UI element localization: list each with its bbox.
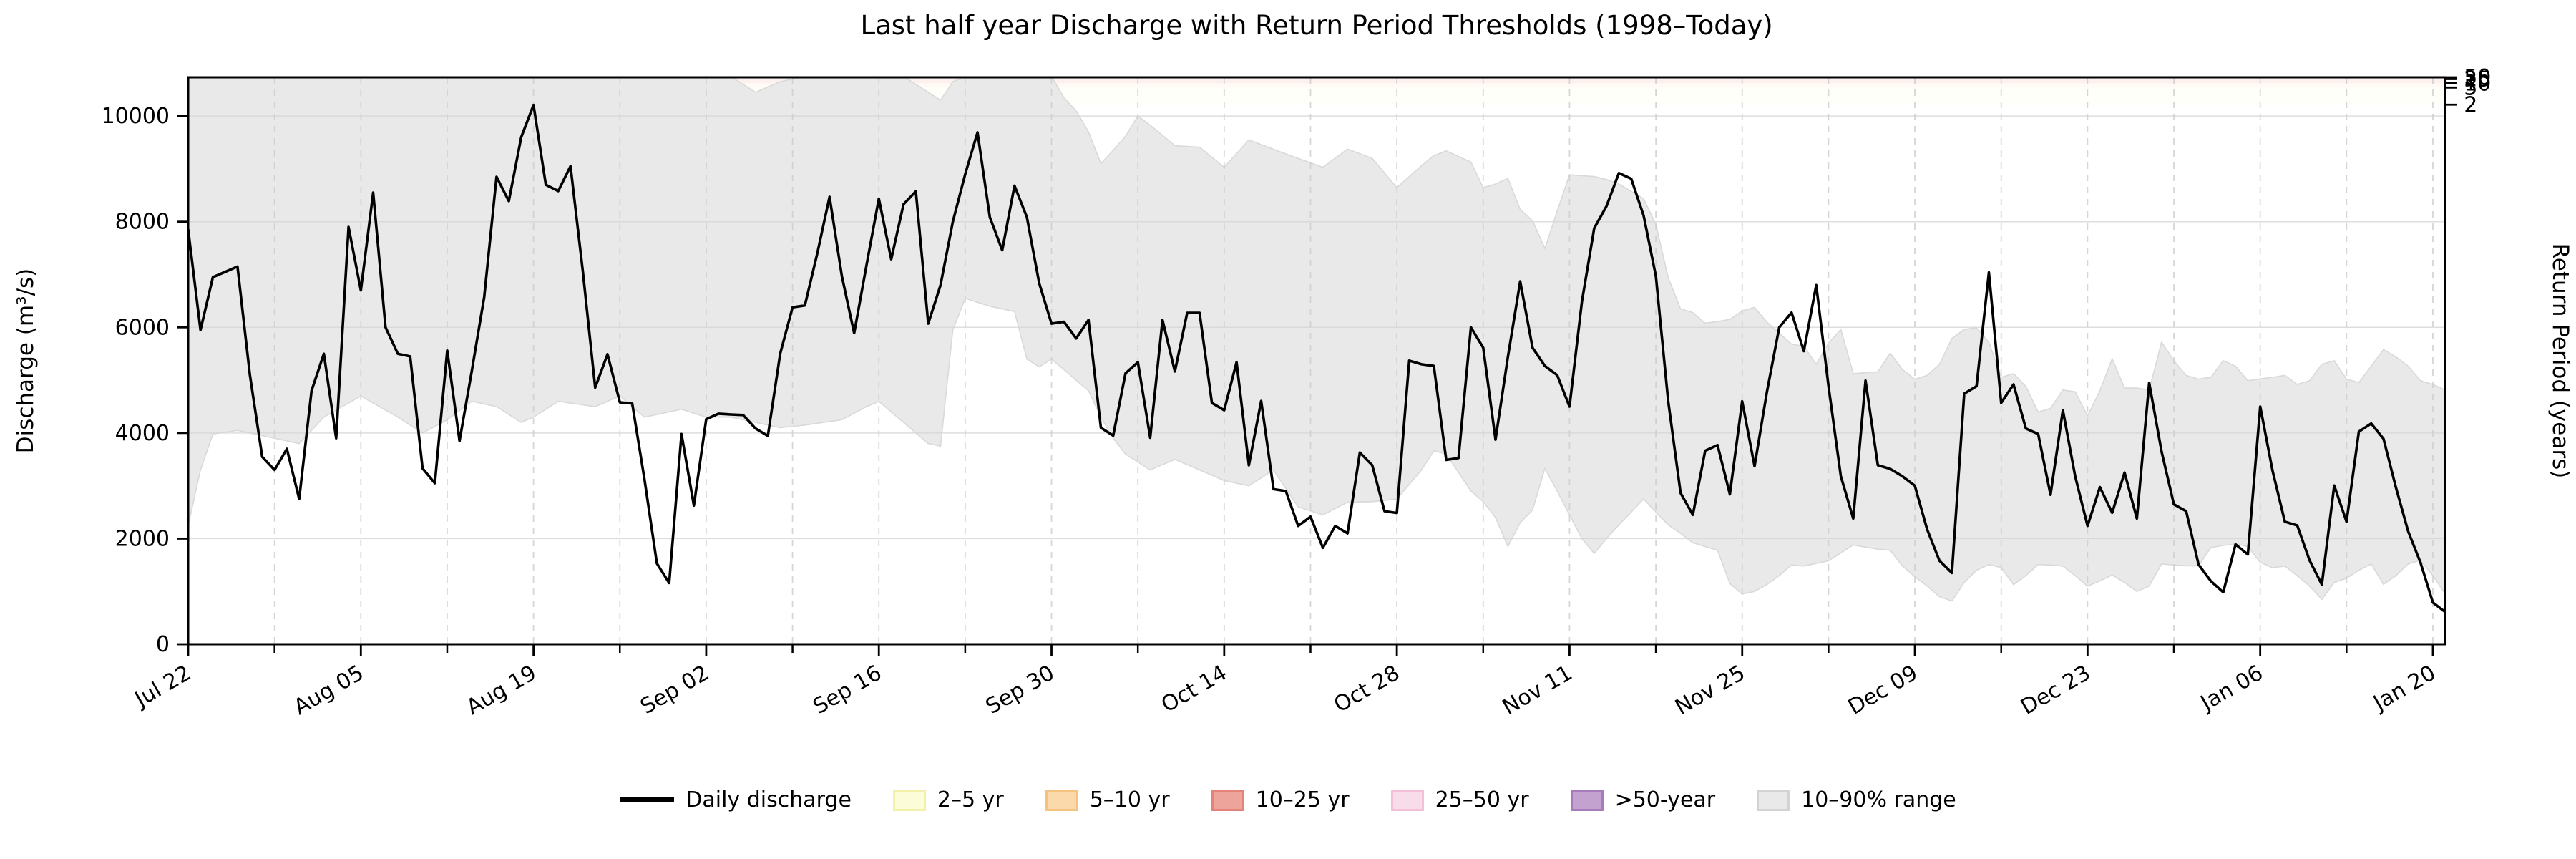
percentile-band-10-90 [188,77,2446,602]
legend-item: Daily discharge [620,787,852,812]
x-tick-label: Sep 16 [809,661,886,719]
x-tick-label: Oct 14 [1157,661,1231,718]
x-tick-label: Sep 30 [982,661,1059,719]
x-tick-label: Aug 05 [290,661,369,720]
x-axis-ticks: Jul 22 Aug 05 Aug 19 Sep 02 Sep 16 Sep 30 Oct … [130,644,2440,720]
x-tick-label: Oct 28 [1330,661,1404,718]
plot-spines [187,76,2446,646]
right-tick-label: 50 [2464,65,2491,90]
legend-label: 5–10 yr [1089,787,1170,812]
legend-item: >50-year [1570,787,1716,812]
legend-label: >50-year [1614,787,1716,812]
y-axis-label: Discharge (m³/s) [13,268,39,454]
x-tick-label: Dec 09 [1844,661,1922,720]
legend-item: 5–10 yr [1045,787,1170,812]
right-tick-label: 5 [2464,75,2477,100]
legend-swatch [892,789,926,811]
legend-label: 2–5 yr [937,787,1004,812]
threshold-strip [188,79,2446,84]
x-tick-label: Nov 11 [1498,661,1577,720]
chart-legend: Daily discharge 2–5 yr 5–10 yr 10–25 yr 25–5… [0,787,2576,812]
x-tick-label: Jan 06 [2195,661,2268,717]
legend-item: 10–25 yr [1211,787,1350,812]
legend-swatch [1211,789,1244,811]
right-tick-label: 25 [2464,67,2491,92]
x-tick-label: Jul 22 [130,661,195,713]
x-tick-label: Nov 25 [1671,661,1750,720]
threshold-strip [188,83,2446,88]
x-tick-label: Aug 19 [462,661,541,720]
gridlines [188,77,2446,644]
legend-line-sample [620,797,675,802]
right-tick-label: 2 [2464,92,2477,117]
y-axis-ticks: 0 2000 4000 6000 8000 10000 [102,104,188,657]
y-tick-label: 8000 [115,210,170,235]
x-tick-label: Sep 02 [636,661,713,719]
daily-discharge-line [188,103,2446,613]
y-tick-label: 4000 [115,421,170,446]
legend-label: 25–50 yr [1435,787,1529,812]
legend-item: 2–5 yr [892,787,1004,812]
x-tick-label: Jan 20 [2368,661,2440,717]
legend-swatch [1045,789,1078,811]
y-axis-right-label: Return Period (years) [2547,243,2573,479]
legend-item: 25–50 yr [1390,787,1529,812]
chart-title: Last half year Discharge with Return Per… [860,10,1772,41]
legend-swatch [1570,789,1604,811]
right-tick-label: 10 [2464,71,2491,96]
y-tick-label: 10000 [102,104,170,129]
legend-label: Daily discharge [686,787,852,812]
legend-label: 10–25 yr [1255,787,1350,812]
y-tick-label: 2000 [115,526,170,551]
y-tick-label: 6000 [115,315,170,340]
legend-item: 10–90% range [1757,787,1956,812]
legend-label: 10–90% range [1801,787,1956,812]
y-tick-label: 0 [156,632,170,657]
x-tick-label: Dec 23 [2016,661,2094,720]
legend-swatch [1757,789,1790,811]
legend-swatch [1390,789,1424,811]
